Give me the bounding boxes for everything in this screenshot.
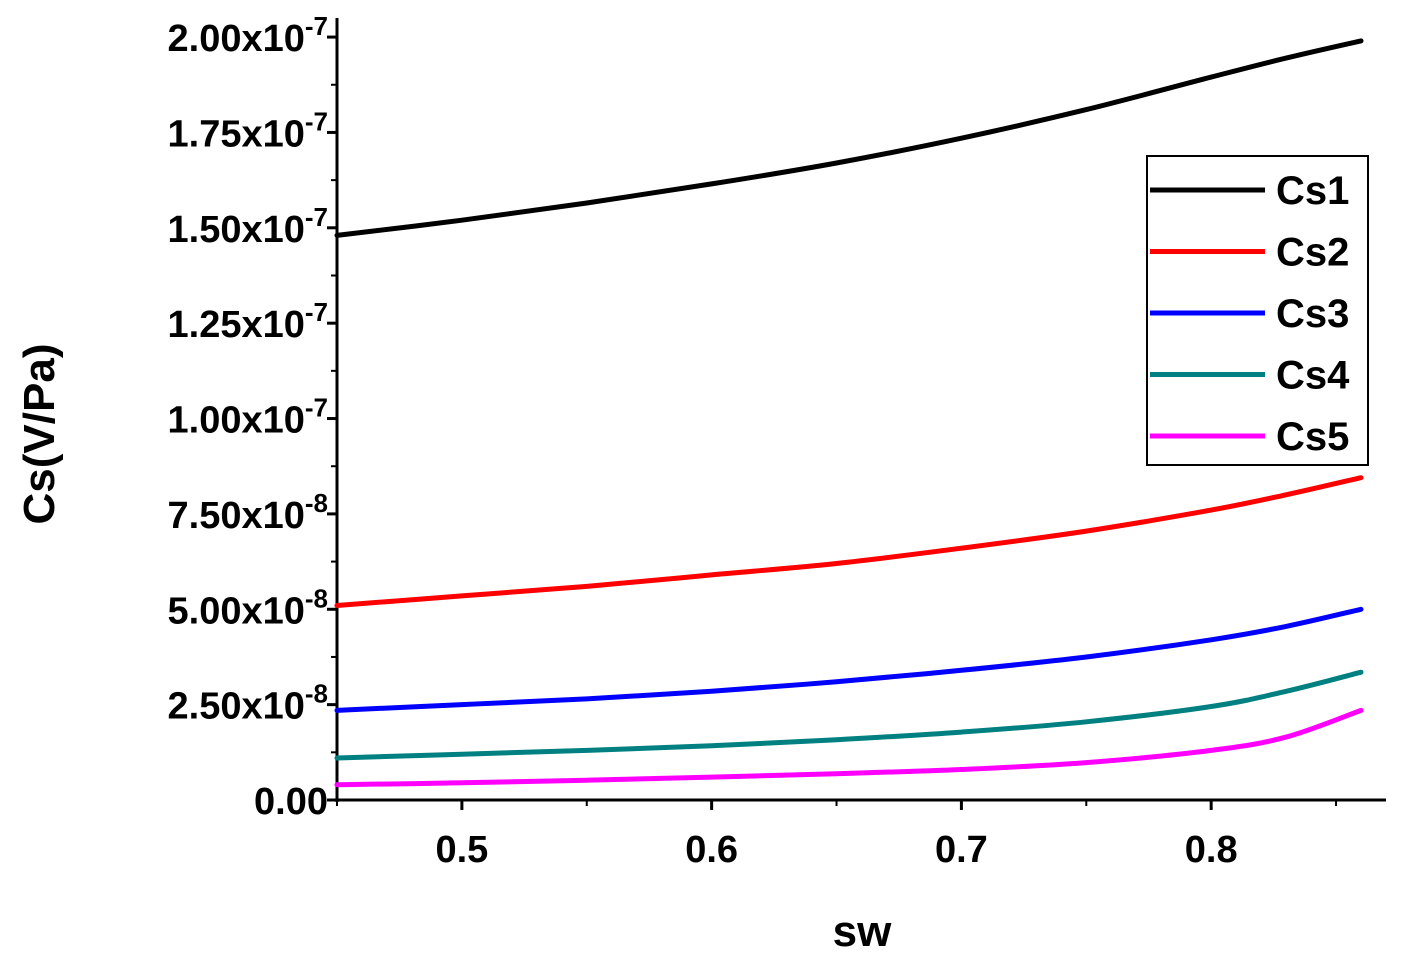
series-line-cs1 bbox=[334, 38, 1364, 238]
y-tick-label: 1.25x10-7 bbox=[168, 297, 329, 346]
x-tick-label: 0.5 bbox=[435, 829, 488, 871]
y-tick-label-exponent: -8 bbox=[305, 583, 328, 613]
y-tick-label-base: 2.50x10 bbox=[168, 686, 305, 728]
y-tick-label-exponent: -7 bbox=[305, 202, 328, 232]
y-tick-label: 2.00x10-7 bbox=[168, 11, 329, 60]
legend: Cs1 Cs2 Cs3 Cs4 Cs5 bbox=[1146, 155, 1369, 466]
legend-label-cs3: Cs3 bbox=[1276, 292, 1349, 336]
y-tick-label-exponent: -7 bbox=[305, 393, 328, 423]
y-tick-label: 7.50x10-8 bbox=[168, 488, 329, 537]
y-tick-label: 2.50x10-8 bbox=[168, 679, 329, 728]
y-tick-label-base: 1.00x10 bbox=[168, 400, 305, 442]
legend-label-cs2: Cs2 bbox=[1276, 231, 1349, 275]
series-line-cs4 bbox=[334, 669, 1364, 761]
y-tick-label-base: 2.00x10 bbox=[168, 18, 305, 60]
y-tick-label-exponent: -8 bbox=[305, 679, 328, 709]
y-tick-label: 0.00 bbox=[254, 781, 328, 823]
x-axis-title: sw bbox=[833, 907, 892, 956]
legend-label-cs5: Cs5 bbox=[1276, 415, 1349, 459]
x-tick-label: 0.7 bbox=[935, 829, 988, 871]
y-tick-label-base: 7.50x10 bbox=[168, 495, 305, 537]
series-lines bbox=[334, 38, 1364, 788]
x-tick-label: 0.8 bbox=[1185, 829, 1238, 871]
y-tick-label-base: 1.50x10 bbox=[168, 209, 305, 251]
y-tick-label-exponent: -7 bbox=[305, 11, 328, 41]
y-ticks: 0.002.50x10-85.00x10-87.50x10-81.00x10-7… bbox=[168, 11, 337, 823]
x-tick-label: 0.6 bbox=[685, 829, 738, 871]
series-line-cs2 bbox=[334, 475, 1364, 608]
y-tick-label-base: 0.00 bbox=[254, 781, 328, 823]
y-tick-label-base: 1.75x10 bbox=[168, 113, 305, 155]
y-axis-title: Cs(V/Pa) bbox=[15, 344, 64, 525]
series-line-cs5 bbox=[334, 707, 1364, 788]
y-tick-label-exponent: -8 bbox=[305, 488, 328, 518]
y-tick-label: 1.50x10-7 bbox=[168, 202, 329, 251]
y-tick-label: 1.75x10-7 bbox=[168, 106, 329, 155]
x-ticks: 0.5 0.6 0.7 0.8 bbox=[336, 800, 1338, 871]
legend-label-cs4: Cs4 bbox=[1276, 354, 1350, 398]
y-tick-label: 1.00x10-7 bbox=[168, 393, 329, 442]
y-tick-label-exponent: -7 bbox=[305, 106, 328, 136]
y-tick-label-exponent: -7 bbox=[305, 297, 328, 327]
series-line-cs3 bbox=[334, 606, 1364, 713]
y-tick-label: 5.00x10-8 bbox=[168, 583, 329, 632]
legend-label-cs1: Cs1 bbox=[1276, 169, 1349, 213]
y-tick-label-base: 1.25x10 bbox=[168, 304, 305, 346]
y-tick-label-base: 5.00x10 bbox=[168, 590, 305, 632]
